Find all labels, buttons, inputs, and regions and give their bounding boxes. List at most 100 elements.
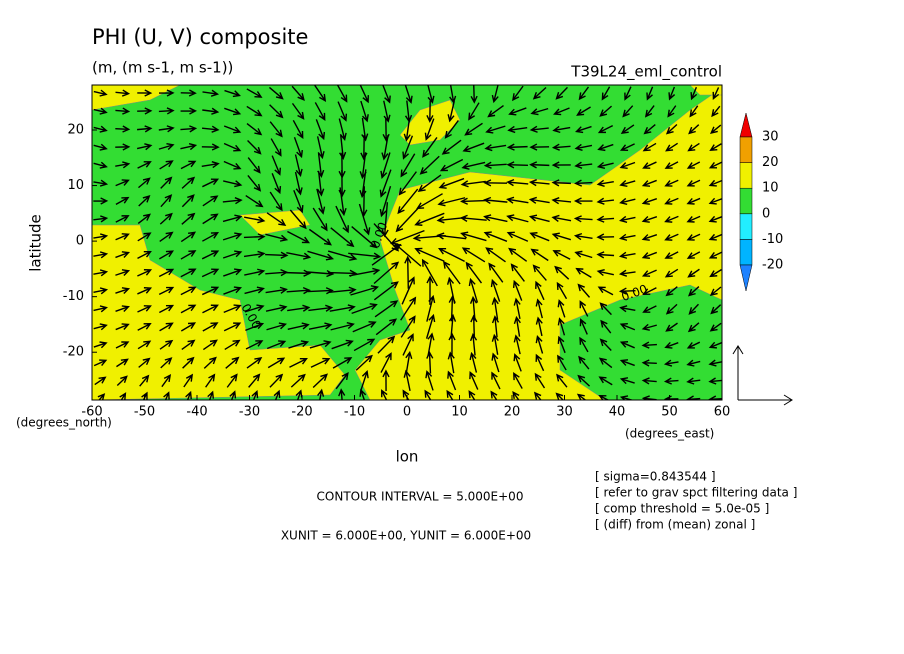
note: [ comp threshold = 5.0e-05 ] [595, 502, 769, 516]
colorbar-label: 30 [762, 130, 779, 145]
vector [551, 179, 571, 187]
vector [201, 143, 220, 151]
vector [513, 315, 521, 337]
vector [597, 143, 614, 152]
vector [295, 389, 303, 400]
vector [352, 321, 377, 333]
vector [462, 142, 485, 153]
vector [161, 374, 172, 388]
vector [332, 357, 353, 369]
note: [ sigma=0.843544 ] [595, 470, 716, 484]
vector [115, 161, 131, 169]
vector [578, 86, 590, 101]
vector [338, 388, 346, 400]
vector [381, 389, 388, 400]
y-tick-label: -20 [63, 345, 84, 360]
vector [223, 125, 242, 134]
vector [160, 357, 173, 369]
vector [315, 119, 326, 141]
vector [401, 276, 415, 305]
vector [312, 373, 328, 389]
vector [551, 214, 572, 222]
vector [160, 194, 173, 208]
vector [359, 388, 367, 400]
vector [115, 287, 131, 295]
vector [115, 251, 131, 259]
vector [555, 392, 564, 400]
vector [529, 232, 550, 242]
vector [115, 215, 130, 223]
vector [667, 105, 677, 118]
vector [426, 294, 436, 322]
vector [491, 333, 499, 355]
vector [447, 351, 455, 374]
x-tick-label: 50 [661, 405, 678, 420]
vector [270, 138, 282, 157]
colorbar-label: -10 [762, 232, 783, 247]
vector [245, 194, 264, 208]
vector [115, 179, 130, 187]
vector [664, 233, 679, 241]
vector [180, 143, 198, 151]
vector [202, 213, 219, 225]
vector [641, 323, 657, 331]
vector [361, 117, 369, 142]
vector [414, 247, 445, 262]
vector [574, 250, 593, 259]
vector [417, 174, 442, 192]
vector [137, 232, 152, 242]
vector [708, 251, 722, 259]
vector [513, 353, 522, 372]
vector [404, 85, 413, 104]
vector [446, 389, 454, 400]
vector [577, 374, 591, 387]
vector [224, 89, 241, 98]
vector [93, 269, 109, 277]
vector [469, 333, 478, 356]
vector [668, 86, 676, 101]
vector [439, 158, 464, 172]
vector [181, 176, 196, 189]
colorbar-box [739, 213, 753, 240]
vector [447, 101, 455, 123]
vector [690, 86, 698, 101]
vector [269, 104, 284, 119]
vector [708, 377, 722, 385]
vector [247, 140, 262, 155]
vector [711, 105, 721, 118]
vector [600, 319, 612, 334]
vector [619, 143, 635, 151]
vector [686, 341, 701, 349]
vector [619, 341, 635, 349]
vector [205, 373, 216, 388]
vector [618, 251, 636, 259]
vector [307, 287, 334, 295]
vector [599, 105, 613, 117]
vector [222, 197, 243, 205]
colorbar-label: 20 [762, 155, 779, 170]
vector [287, 322, 310, 330]
vector [223, 286, 243, 295]
vector [506, 143, 528, 151]
vector [137, 89, 153, 97]
vector [93, 251, 109, 259]
vector [183, 373, 194, 388]
vector [532, 264, 547, 281]
vector [535, 316, 543, 337]
vector [573, 232, 593, 241]
vector [599, 338, 612, 351]
vector [137, 305, 152, 313]
vector [464, 122, 483, 136]
vector [180, 231, 197, 243]
vector [137, 269, 153, 277]
vector [641, 251, 658, 259]
y-tick-label: 10 [67, 178, 84, 193]
vector [487, 104, 504, 118]
vector [708, 161, 722, 169]
vector [551, 197, 572, 205]
vector [510, 263, 525, 282]
vector [689, 105, 699, 118]
vector [243, 233, 266, 241]
vector [461, 247, 486, 263]
vector [336, 85, 348, 103]
